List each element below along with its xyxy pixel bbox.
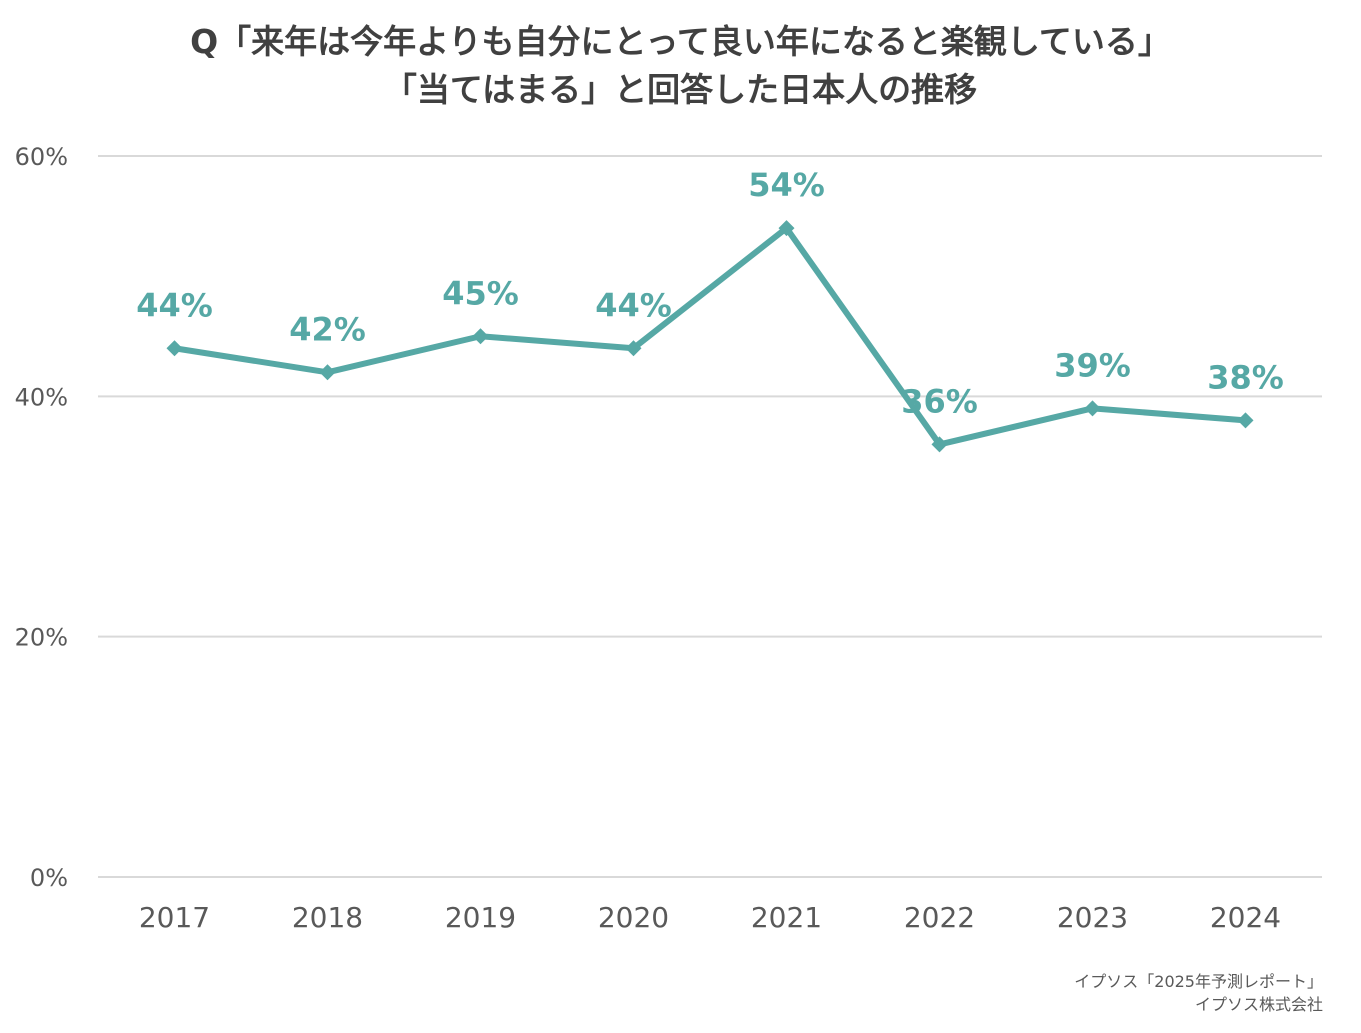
series-line (171, 225, 1249, 448)
data-point-marker (472, 328, 489, 345)
data-point-marker (625, 340, 642, 357)
source-company: イプソス株式会社 (1194, 995, 1323, 1014)
data-label: 42% (289, 310, 366, 348)
data-label: 44% (595, 286, 672, 324)
chart-title: Q「来年は今年よりも自分にとって良い年になると楽観している」 「当てはまる」と回… (0, 18, 1361, 114)
data-label: 54% (748, 166, 825, 204)
y-tick-label: 60% (15, 143, 68, 171)
x-tick-label: 2021 (751, 901, 822, 934)
y-axis-ticks: 0% 20% 40% 60% (15, 143, 68, 892)
data-label: 38% (1207, 358, 1284, 396)
x-tick-label: 2022 (904, 901, 975, 934)
data-label: 36% (901, 382, 978, 420)
data-point-marker (778, 220, 795, 237)
x-tick-label: 2017 (139, 901, 210, 934)
x-tick-label: 2019 (445, 901, 516, 934)
grid-lines (98, 155, 1322, 878)
x-tick-label: 2020 (598, 901, 669, 934)
data-point-marker (319, 364, 336, 381)
chart-title-line-2: 「当てはまる」と回答した日本人の推移 (383, 70, 978, 109)
y-tick-label: 20% (15, 624, 68, 652)
data-point-marker (1237, 412, 1254, 429)
chart-title-line-1: Q「来年は今年よりも自分にとって良い年になると楽観している」 (190, 22, 1171, 61)
x-tick-label: 2018 (292, 901, 363, 934)
data-point-marker (166, 340, 183, 357)
x-tick-label: 2024 (1210, 901, 1281, 934)
x-axis-ticks: 2017 2018 2019 2020 2021 2022 2023 2024 (139, 901, 1281, 934)
source-credit: イプソス「2025年予測レポート」 イプソス株式会社 (1074, 970, 1323, 1016)
y-tick-label: 40% (15, 383, 68, 411)
y-tick-label: 0% (30, 864, 68, 892)
source-report: イプソス「2025年予測レポート」 (1074, 972, 1323, 991)
data-point-marker (1084, 400, 1101, 417)
x-tick-label: 2023 (1057, 901, 1128, 934)
data-point-marker (931, 436, 948, 453)
data-label: 44% (136, 286, 213, 324)
series: 44% 42% 45% 44% 54% 36% 39% 38% (136, 166, 1284, 453)
data-label: 45% (442, 274, 519, 312)
data-label: 39% (1054, 346, 1131, 384)
